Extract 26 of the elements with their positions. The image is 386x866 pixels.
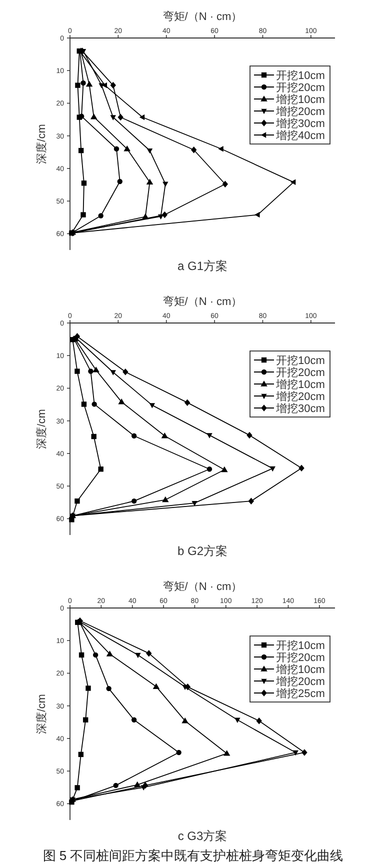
caption: 图 5 不同桩间距方案中既有支护桩桩身弯矩变化曲线 — [42, 848, 344, 863]
legend-label: 增挖10cm — [275, 93, 325, 106]
legend-label: 增挖20cm — [275, 105, 325, 118]
legend-label: 增挖10cm — [275, 663, 325, 676]
legend-label: 开挖20cm — [276, 651, 325, 664]
legend-label: 开挖10cm — [276, 354, 325, 367]
legend-label: 开挖20cm — [276, 81, 325, 94]
y-axis-title: 深度/cm — [35, 409, 48, 449]
legend-label: 增挖30cm — [275, 402, 325, 415]
legend-label: 增挖20cm — [275, 675, 325, 688]
legend-label: 增挖25cm — [275, 687, 325, 700]
legend-label: 增挖30cm — [275, 117, 325, 130]
text: c G3方案 — [178, 829, 228, 843]
legend-label: 开挖10cm — [276, 639, 325, 652]
legend-label: 增挖10cm — [275, 378, 325, 391]
x-axis-title: 弯矩/（N · cm） — [162, 295, 242, 308]
text: b G2方案 — [177, 544, 228, 558]
x-axis-title: 弯矩/（N · cm） — [162, 10, 242, 23]
legend-label: 开挖20cm — [276, 366, 325, 379]
text: a G1方案 — [177, 259, 228, 273]
x-axis-title: 弯矩/（N · cm） — [162, 580, 242, 593]
legend-label: 增挖20cm — [275, 390, 325, 403]
y-axis-title: 深度/cm — [35, 124, 48, 164]
legend-label: 增挖40cm — [275, 129, 325, 142]
y-axis-title: 深度/cm — [35, 694, 48, 734]
legend-label: 开挖10cm — [276, 69, 325, 82]
